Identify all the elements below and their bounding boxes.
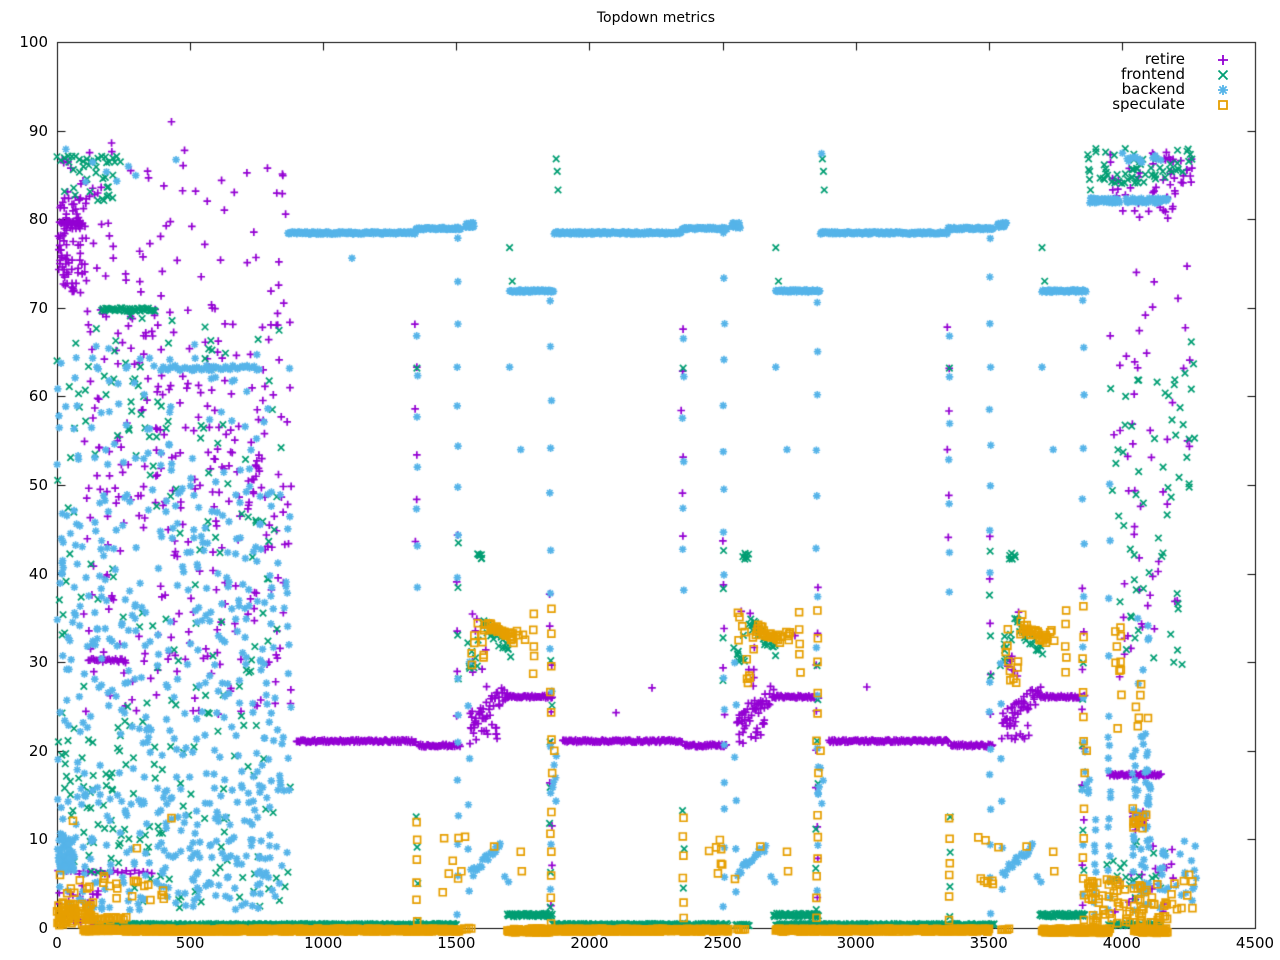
asterisk-marker-icon [1213,82,1233,97]
y-tick-label-30: 30 [28,653,48,672]
y-tick-label-60: 60 [28,387,48,406]
y-tick-label-40: 40 [28,564,48,583]
square-marker-icon [1213,97,1233,112]
legend-label-retire: retire [1144,50,1185,68]
legend: retire frontend backend speculate [57,52,1255,112]
x-tick-label-4500: 4500 [1235,934,1275,952]
x-tick-label-1000: 1000 [304,934,343,952]
y-tick-label-50: 50 [28,476,48,494]
y-tick-label-100: 100 [19,33,48,51]
legend-label-speculate: speculate [1112,95,1185,113]
x-tick-label-500: 500 [175,934,205,952]
legend-row-backend: backend [57,82,1255,97]
x-tick-label-0: 0 [52,934,62,952]
y-tick-label-20: 20 [28,741,48,760]
y-tick-label-80: 80 [28,210,48,229]
y-tick-label-0: 0 [38,919,48,937]
cross-marker-icon [1213,67,1233,82]
legend-row-frontend: frontend [57,67,1255,82]
legend-label-backend: backend [1121,80,1185,98]
y-tick-label-90: 90 [28,121,48,140]
x-tick-label-2000: 2000 [570,934,609,952]
plus-marker-icon [1213,52,1233,67]
x-tick-label-4000: 4000 [1102,934,1141,952]
legend-label-frontend: frontend [1121,65,1185,83]
x-tick-label-3000: 3000 [836,934,875,952]
chart-title: Topdown metrics [596,10,716,26]
y-tick-label-10: 10 [28,830,48,849]
legend-row-speculate: speculate [57,97,1255,112]
x-tick-label-1500: 1500 [437,934,476,952]
legend-row-retire: retire [57,52,1255,67]
x-tick-label-2500: 2500 [703,934,742,952]
y-tick-label-70: 70 [28,298,48,317]
x-tick-label-3500: 3500 [969,934,1008,952]
